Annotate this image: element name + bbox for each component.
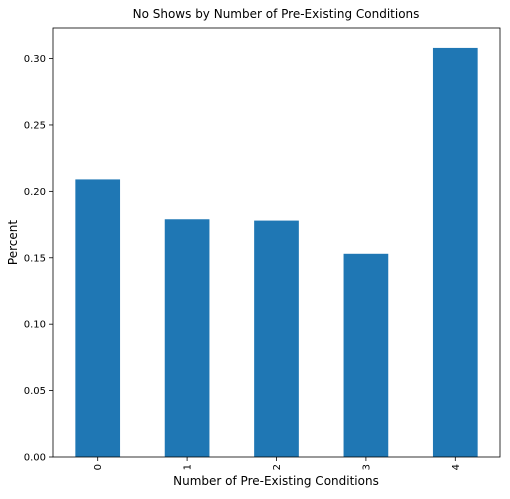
bar-0 (75, 179, 121, 458)
bar-1 (164, 219, 210, 457)
x-tick-label: 3 (361, 464, 372, 470)
plot-area: 0.00 0.05 0.10 0.15 0.20 0.25 0.30 0 1 2 3 4 (24, 27, 501, 470)
y-axis-label: Percent (6, 220, 20, 265)
x-axis: 0 1 2 3 4 (93, 457, 462, 470)
x-tick-label: 1 (183, 464, 194, 470)
y-axis: 0.00 0.05 0.10 0.15 0.20 0.25 0.30 (24, 54, 53, 464)
y-tick-label: 0.30 (24, 54, 46, 65)
x-tick-label: 2 (272, 464, 283, 470)
y-tick-label: 0.10 (24, 320, 46, 331)
x-tick-label: 0 (93, 464, 104, 470)
y-tick-label: 0.05 (24, 386, 46, 397)
bar-4 (432, 47, 478, 457)
y-tick-label: 0.15 (24, 253, 46, 264)
bar-2 (254, 220, 299, 457)
y-tick-label: 0.00 (24, 453, 46, 464)
chart-title: No Shows by Number of Pre-Existing Condi… (133, 7, 420, 21)
plot-frame (52, 27, 501, 458)
x-axis-label: Number of Pre-Existing Conditions (173, 474, 379, 488)
y-tick-label: 0.20 (24, 187, 46, 198)
bars-group (75, 47, 478, 458)
x-tick-label: 4 (451, 464, 462, 470)
bar-3 (343, 253, 389, 457)
y-tick-label: 0.25 (24, 120, 46, 131)
